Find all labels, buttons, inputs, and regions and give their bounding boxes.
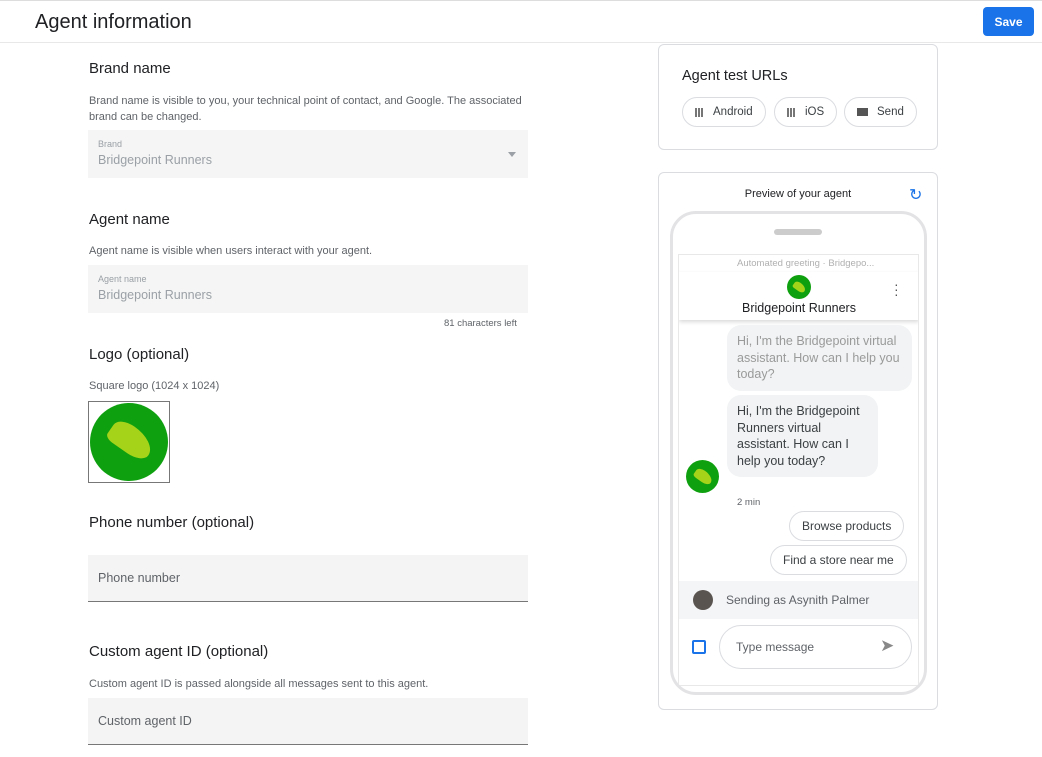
brand-help: Brand name is visible to you, your techn… bbox=[89, 95, 522, 123]
custom-id-input[interactable] bbox=[88, 698, 528, 744]
agent-name-field[interactable]: Agent name Bridgepoint Runners bbox=[88, 265, 528, 313]
suggestion-find-store[interactable]: Find a store near me bbox=[770, 545, 907, 575]
agent-avatar-icon bbox=[686, 460, 719, 493]
agent-message: Hi, I'm the Bridgepoint Runners virtual … bbox=[727, 395, 878, 477]
save-button[interactable]: Save bbox=[983, 7, 1034, 36]
custom-id-field[interactable] bbox=[88, 698, 528, 745]
android-label: Android bbox=[713, 106, 753, 118]
qr-code-icon bbox=[695, 107, 704, 117]
send-icon[interactable]: ➤ bbox=[880, 636, 895, 655]
android-button[interactable]: Android bbox=[682, 97, 766, 127]
agent-name-value: Bridgepoint Runners bbox=[98, 288, 212, 302]
message-placeholder: Type message bbox=[736, 640, 815, 654]
page-title: Agent information bbox=[35, 11, 192, 33]
more-options-icon[interactable]: · · · bbox=[894, 276, 899, 302]
mail-icon bbox=[857, 108, 868, 116]
phone-speaker bbox=[774, 229, 822, 235]
faded-caption: Automated greeting · Bridgepo... bbox=[737, 258, 875, 269]
agent-name-label: Agent name bbox=[98, 274, 147, 284]
send-button[interactable]: Send bbox=[844, 97, 917, 127]
preview-title: Preview of your agent bbox=[744, 188, 852, 200]
chat-header: Bridgepoint Runners · · · bbox=[679, 272, 918, 320]
agent-name-heading: Agent name bbox=[89, 211, 170, 228]
custom-id-heading: Custom agent ID (optional) bbox=[89, 643, 269, 660]
page-header: Agent information Save bbox=[0, 0, 1042, 43]
phone-field[interactable] bbox=[88, 555, 528, 602]
ios-button[interactable]: iOS bbox=[774, 97, 838, 127]
brand-value: Bridgepoint Runners bbox=[98, 153, 212, 167]
user-avatar bbox=[693, 590, 713, 610]
logo-upload[interactable] bbox=[88, 401, 170, 483]
phone-frame: Automated greeting · Bridgepo... Bridgep… bbox=[670, 211, 927, 695]
suggestion-browse-products[interactable]: Browse products bbox=[789, 511, 905, 541]
test-urls-card: Agent test URLs Android iOS Send bbox=[658, 44, 938, 150]
faded-message: Hi, I'm the Bridgepoint virtual assistan… bbox=[727, 325, 912, 391]
refresh-icon[interactable]: ↻ bbox=[909, 187, 923, 204]
char-counter: 81 characters left bbox=[444, 318, 517, 329]
shoe-logo-icon bbox=[90, 403, 168, 481]
brand-label: Brand bbox=[98, 139, 123, 149]
brand-select[interactable]: Brand Bridgepoint Runners bbox=[88, 130, 528, 178]
logo-heading: Logo (optional) bbox=[89, 346, 190, 363]
sending-as-bar: Sending as Asynith Palmer bbox=[679, 581, 918, 619]
qr-code-icon bbox=[787, 107, 796, 117]
logo-help: Square logo (1024 x 1024) bbox=[89, 380, 220, 392]
dropdown-arrow-icon bbox=[508, 152, 516, 161]
phone-heading: Phone number (optional) bbox=[89, 514, 255, 531]
test-urls-heading: Agent test URLs bbox=[682, 68, 788, 84]
send-label: Send bbox=[877, 106, 904, 118]
custom-id-help: Custom agent ID is passed alongside all … bbox=[89, 678, 429, 690]
ios-label: iOS bbox=[805, 106, 825, 118]
agent-logo-icon bbox=[787, 275, 811, 299]
phone-input[interactable] bbox=[88, 555, 528, 601]
sending-as-text: Sending as Asynith Palmer bbox=[726, 593, 870, 607]
brand-heading: Brand name bbox=[89, 60, 171, 77]
agent-name-help: Agent name is visible when users interac… bbox=[89, 245, 373, 257]
preview-card: Preview of your agent ↻ Automated greeti… bbox=[658, 172, 938, 710]
chat-screen: Automated greeting · Bridgepo... Bridgep… bbox=[678, 254, 919, 686]
chat-agent-name: Bridgepoint Runners bbox=[742, 301, 856, 315]
image-attach-icon[interactable] bbox=[692, 640, 706, 654]
message-input[interactable]: Type message ➤ bbox=[719, 625, 912, 669]
message-timestamp: 2 min bbox=[737, 497, 761, 508]
